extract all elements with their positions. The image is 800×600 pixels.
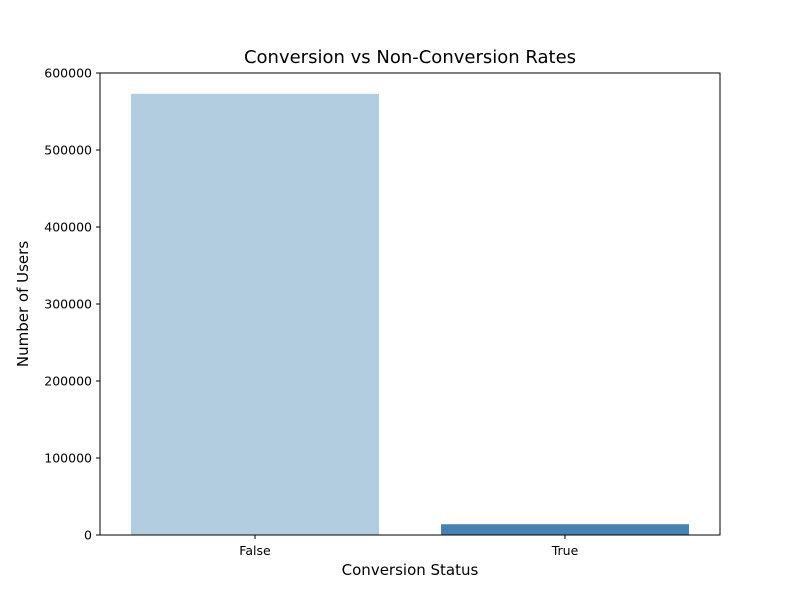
y-tick-label: 300000 — [44, 297, 92, 312]
x-tick-label: False — [239, 543, 271, 558]
y-axis-label: Number of Users — [14, 241, 32, 367]
y-tick-label: 100000 — [44, 451, 92, 466]
bar-true — [441, 524, 689, 535]
y-axis-ticks: 0 100000 200000 300000 400000 500000 600000 — [44, 66, 100, 543]
y-tick-label: 0 — [84, 528, 92, 543]
y-tick-label: 200000 — [44, 374, 92, 389]
plot-area-frame — [99, 72, 721, 536]
y-tick-label: 600000 — [44, 66, 92, 81]
y-tick-label: 500000 — [44, 143, 92, 158]
x-axis-label: Conversion Status — [342, 561, 479, 579]
x-axis-ticks: False True — [239, 535, 579, 558]
x-tick-label: True — [551, 543, 579, 558]
bar-false — [131, 93, 379, 535]
bars — [131, 93, 689, 535]
chart-title: Conversion vs Non-Conversion Rates — [244, 47, 576, 68]
y-tick-label: 400000 — [44, 220, 92, 235]
